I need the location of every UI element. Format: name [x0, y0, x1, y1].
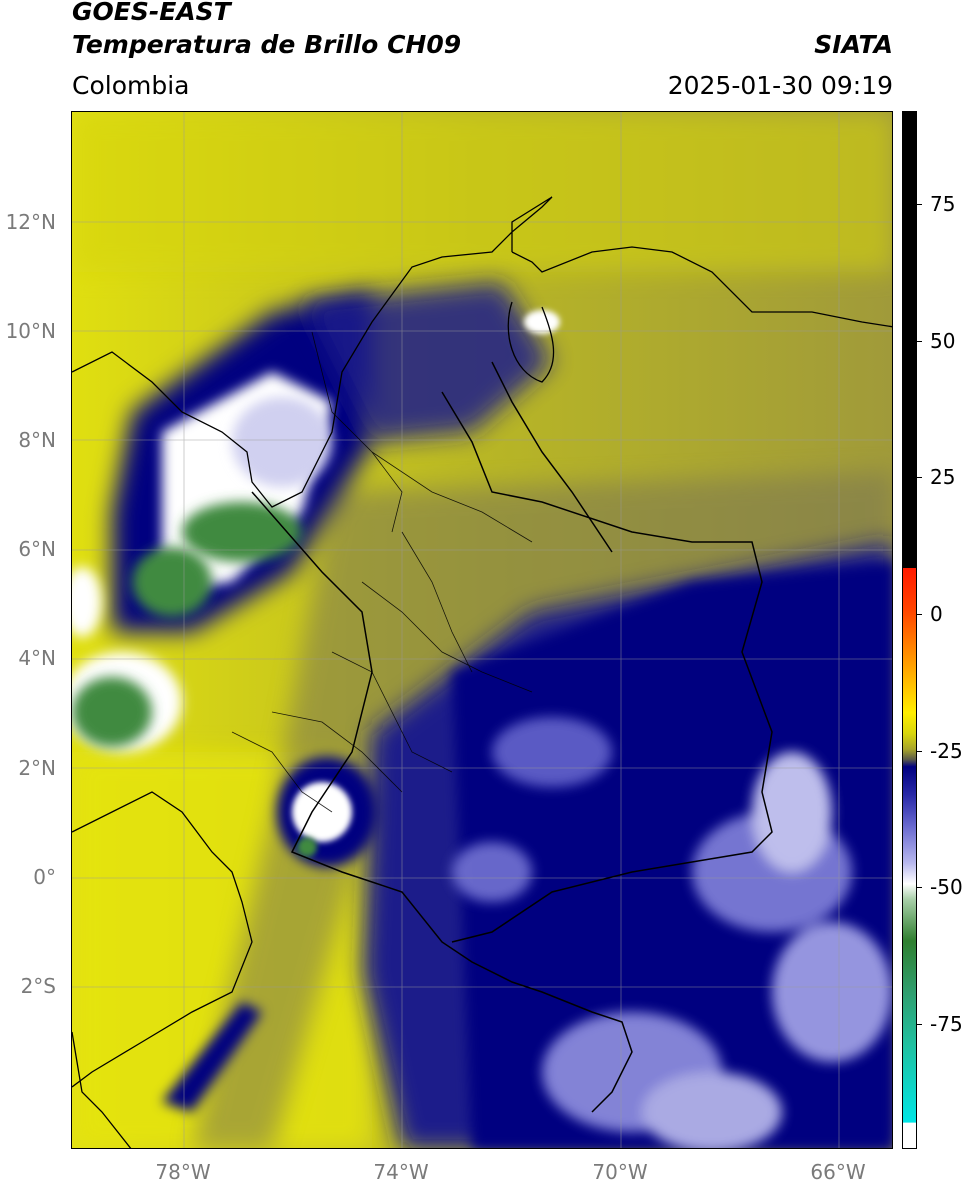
lat-label-10n: 10°N [5, 319, 56, 343]
colorbar [902, 111, 917, 1149]
colorbar-label-75: 75 [930, 192, 956, 216]
satellite-map [71, 111, 893, 1149]
department-borders [231, 331, 533, 813]
lon-label-66w: 66°W [810, 1160, 866, 1184]
lon-label-74w: 74°W [373, 1160, 429, 1184]
colombia-border [251, 361, 773, 1113]
colorbar-label-25: 25 [930, 465, 956, 489]
datetime-label: 2025-01-30 09:19 [667, 71, 893, 100]
region-label: Colombia [72, 71, 190, 100]
map-canvas [72, 112, 892, 1148]
colorbar-label-0: 0 [930, 602, 943, 626]
colorbar-label-50: 50 [930, 329, 956, 353]
organization-label: SIATA [814, 30, 893, 59]
lon-label-70w: 70°W [592, 1160, 648, 1184]
colorbar-label-minus50: -50 [930, 875, 963, 899]
lon-label-78w: 78°W [155, 1160, 211, 1184]
lat-label-2n: 2°N [18, 756, 56, 780]
lat-label-0: 0° [33, 865, 56, 889]
satellite-title: GOES-EAST [72, 0, 231, 26]
lat-label-12n: 12°N [5, 210, 56, 234]
lat-label-2s: 2°S [20, 974, 56, 998]
product-title: Temperatura de Brillo CH09 [72, 30, 462, 59]
grid-lines [72, 112, 892, 1148]
lat-label-8n: 8°N [18, 428, 56, 452]
colorbar-label-minus75: -75 [930, 1012, 963, 1036]
lat-label-6n: 6°N [18, 537, 56, 561]
lat-label-4n: 4°N [18, 646, 56, 670]
colorbar-label-minus25: -25 [930, 739, 963, 763]
coastlines [72, 196, 892, 1148]
